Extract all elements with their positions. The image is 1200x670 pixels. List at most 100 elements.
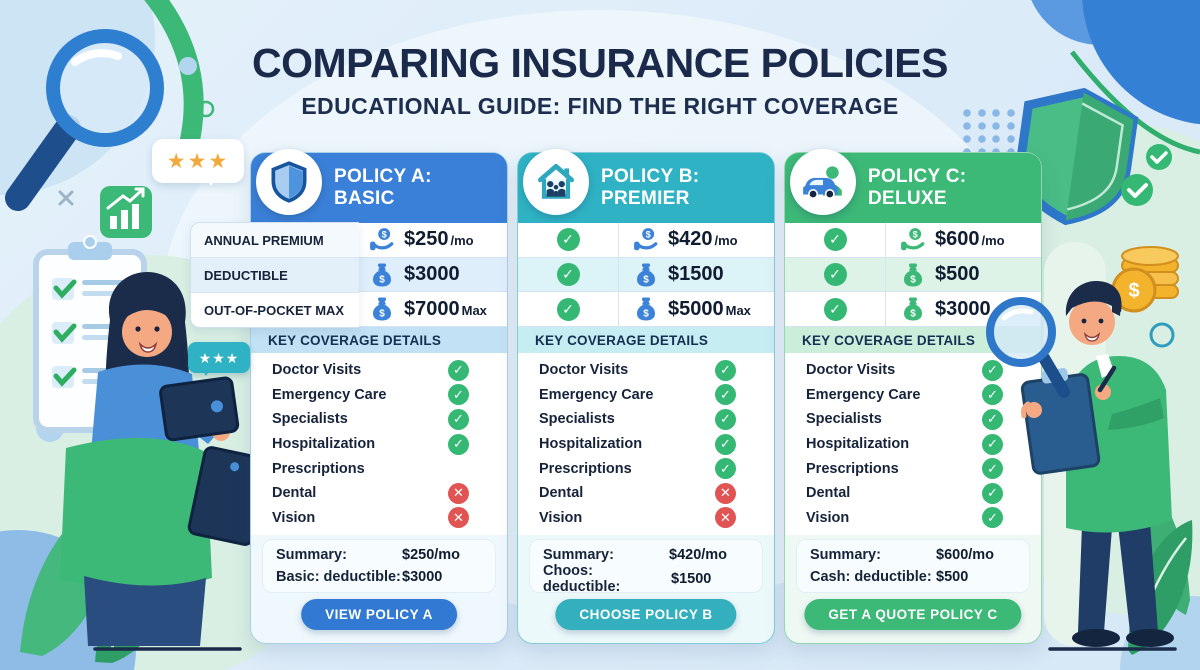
money-bag-icon: $ (633, 262, 659, 288)
coverage-row: Emergency Care (272, 383, 469, 408)
coverage-label: Hospitalization (539, 436, 643, 453)
summary-label: Cash: deductible: (810, 569, 932, 585)
coverage-row: Hospitalization (539, 432, 736, 457)
check-circle-icon (1121, 144, 1172, 206)
policy-c-comparison-values: $ $600/mo $ $500 $ $3000 (785, 223, 1041, 328)
coverage-row: Vision (539, 505, 736, 530)
premium-row: $ $420/mo (518, 223, 774, 258)
policy-b-header: POLICY B: PREMIER (518, 149, 774, 223)
row-label-annual-premium: ANNUAL PREMIUM (191, 223, 359, 258)
coverage-row: Specialists (806, 407, 1003, 432)
coverage-status-icon (715, 433, 736, 455)
coverage-status-icon (715, 408, 736, 430)
coverage-status-icon (982, 482, 1003, 504)
oop-value: $3000 (935, 297, 991, 320)
coverage-status-icon (982, 384, 1003, 406)
summary-value: $500 (936, 569, 969, 585)
coverage-row: Hospitalization (806, 432, 1003, 457)
coverage-label: Specialists (539, 411, 615, 428)
coverage-status-icon (982, 433, 1003, 455)
money-bag-icon: $ (900, 262, 926, 288)
policy-a-title: POLICY A: BASIC (334, 165, 432, 209)
oop-row: $ $7000 Max (359, 292, 507, 328)
summary-label: Summary: (810, 547, 881, 563)
coverage-label: Prescriptions (272, 460, 365, 477)
deductible-row: $ $1500 (518, 257, 774, 293)
policy-card-c: POLICY C: DELUXE $ $600/mo $ $500 (784, 149, 1042, 644)
summary-value: $420/mo (669, 547, 728, 563)
view-policy-a-button[interactable]: VIEW POLICY A (301, 599, 457, 630)
coverage-status-icon (982, 458, 1003, 480)
coverage-row: Emergency Care (806, 383, 1003, 408)
coverage-status-icon (448, 359, 469, 381)
summary-label: Choos: deductible: (543, 563, 621, 595)
choose-policy-b-button[interactable]: CHOOSE POLICY B (555, 599, 737, 630)
policy-c-summary: Summary: $600/mo Cash: deductible: $500 (796, 539, 1030, 593)
svg-text:$: $ (643, 274, 649, 285)
svg-text:$: $ (910, 309, 916, 320)
coverage-row: Specialists (539, 407, 736, 432)
chart-icon (100, 186, 152, 238)
coverage-label: Emergency Care (539, 386, 654, 403)
svg-text:$: $ (379, 274, 385, 285)
coverage-row: Vision (272, 505, 469, 530)
coverage-label: Prescriptions (539, 460, 632, 477)
coverage-label: Dental (539, 485, 584, 502)
coverage-label: Specialists (806, 411, 882, 428)
coverage-row: Prescriptions (806, 456, 1003, 481)
check-icon (556, 263, 580, 286)
summary-value: $3000 (402, 569, 443, 585)
rating-bubble-teal: ★★★ (188, 342, 250, 376)
house-family-icon (523, 149, 589, 215)
deductible-value: $500 (935, 263, 980, 285)
coverage-label: Vision (539, 509, 583, 526)
coverage-status-icon (448, 507, 469, 529)
oop-value: $5000 Max (668, 297, 751, 320)
check-icon (556, 228, 580, 252)
coverage-status-icon (715, 507, 736, 529)
summary-value: $250/mo (402, 547, 461, 563)
coverage-label: Vision (806, 509, 850, 526)
hand-coin-icon: $ (369, 227, 395, 253)
coverage-status-icon (982, 408, 1003, 430)
coverage-row: Doctor Visits (539, 358, 736, 383)
policy-b-summary: Summary: $420/mo Choos: deductible: $1500 (529, 539, 763, 595)
woman-illustration (60, 272, 270, 651)
get-quote-policy-c-button[interactable]: GET A QUOTE POLICY C (804, 599, 1022, 630)
coverage-status-icon (448, 408, 469, 430)
deductible-row: $ $3000 (359, 257, 507, 293)
deductible-row: $ $500 (785, 257, 1041, 293)
coverage-list: Doctor Visits Emergency Care Specialists… (251, 353, 507, 535)
coverage-row: Doctor Visits (806, 358, 1003, 383)
premium-row: $ $250/mo (359, 223, 507, 258)
summary-label: Basic: deductible: (276, 569, 401, 585)
sparkle-x-icon (58, 190, 74, 206)
coverage-row: Specialists (272, 407, 469, 432)
policy-a-header: POLICY A: BASIC (251, 149, 507, 223)
coverage-row: Hospitalization (272, 432, 469, 457)
page-subtitle: EDUCATIONAL GUIDE: FIND THE RIGHT COVERA… (301, 93, 899, 119)
circle-outline-icon (1149, 322, 1175, 348)
coverage-label: Emergency Care (806, 386, 921, 403)
policy-card-a: POLICY A: BASIC $ $250/mo $ $3000 $ $700… (250, 149, 508, 644)
coverage-list: Doctor Visits Emergency Care Specialists… (785, 353, 1041, 535)
coverage-label: Vision (272, 509, 316, 526)
comparison-row-labels: ANNUAL PREMIUM DEDUCTIBLE OUT-OF-POCKET … (190, 222, 359, 328)
coverage-label: Prescriptions (806, 460, 899, 477)
coverage-status-icon (715, 458, 736, 480)
money-bag-icon: $ (369, 296, 395, 322)
coverage-row: Emergency Care (539, 383, 736, 408)
coverage-status-icon (448, 384, 469, 406)
coverage-header: KEY COVERAGE DETAILS (251, 327, 507, 353)
check-icon (823, 263, 847, 286)
rating-bubble: ★★★ (152, 139, 244, 186)
coverage-header: KEY COVERAGE DETAILS (785, 327, 1041, 353)
policy-a-summary: Summary: $250/mo Basic: deductible: $3000 (262, 539, 496, 593)
summary-label: Summary: (276, 547, 347, 563)
hand-coin-icon: $ (900, 227, 926, 253)
coverage-label: Dental (272, 485, 317, 502)
page-header: COMPARING INSURANCE POLICIES EDUCATIONAL… (0, 40, 1200, 120)
magnifier-top-left-icon (5, 29, 164, 211)
